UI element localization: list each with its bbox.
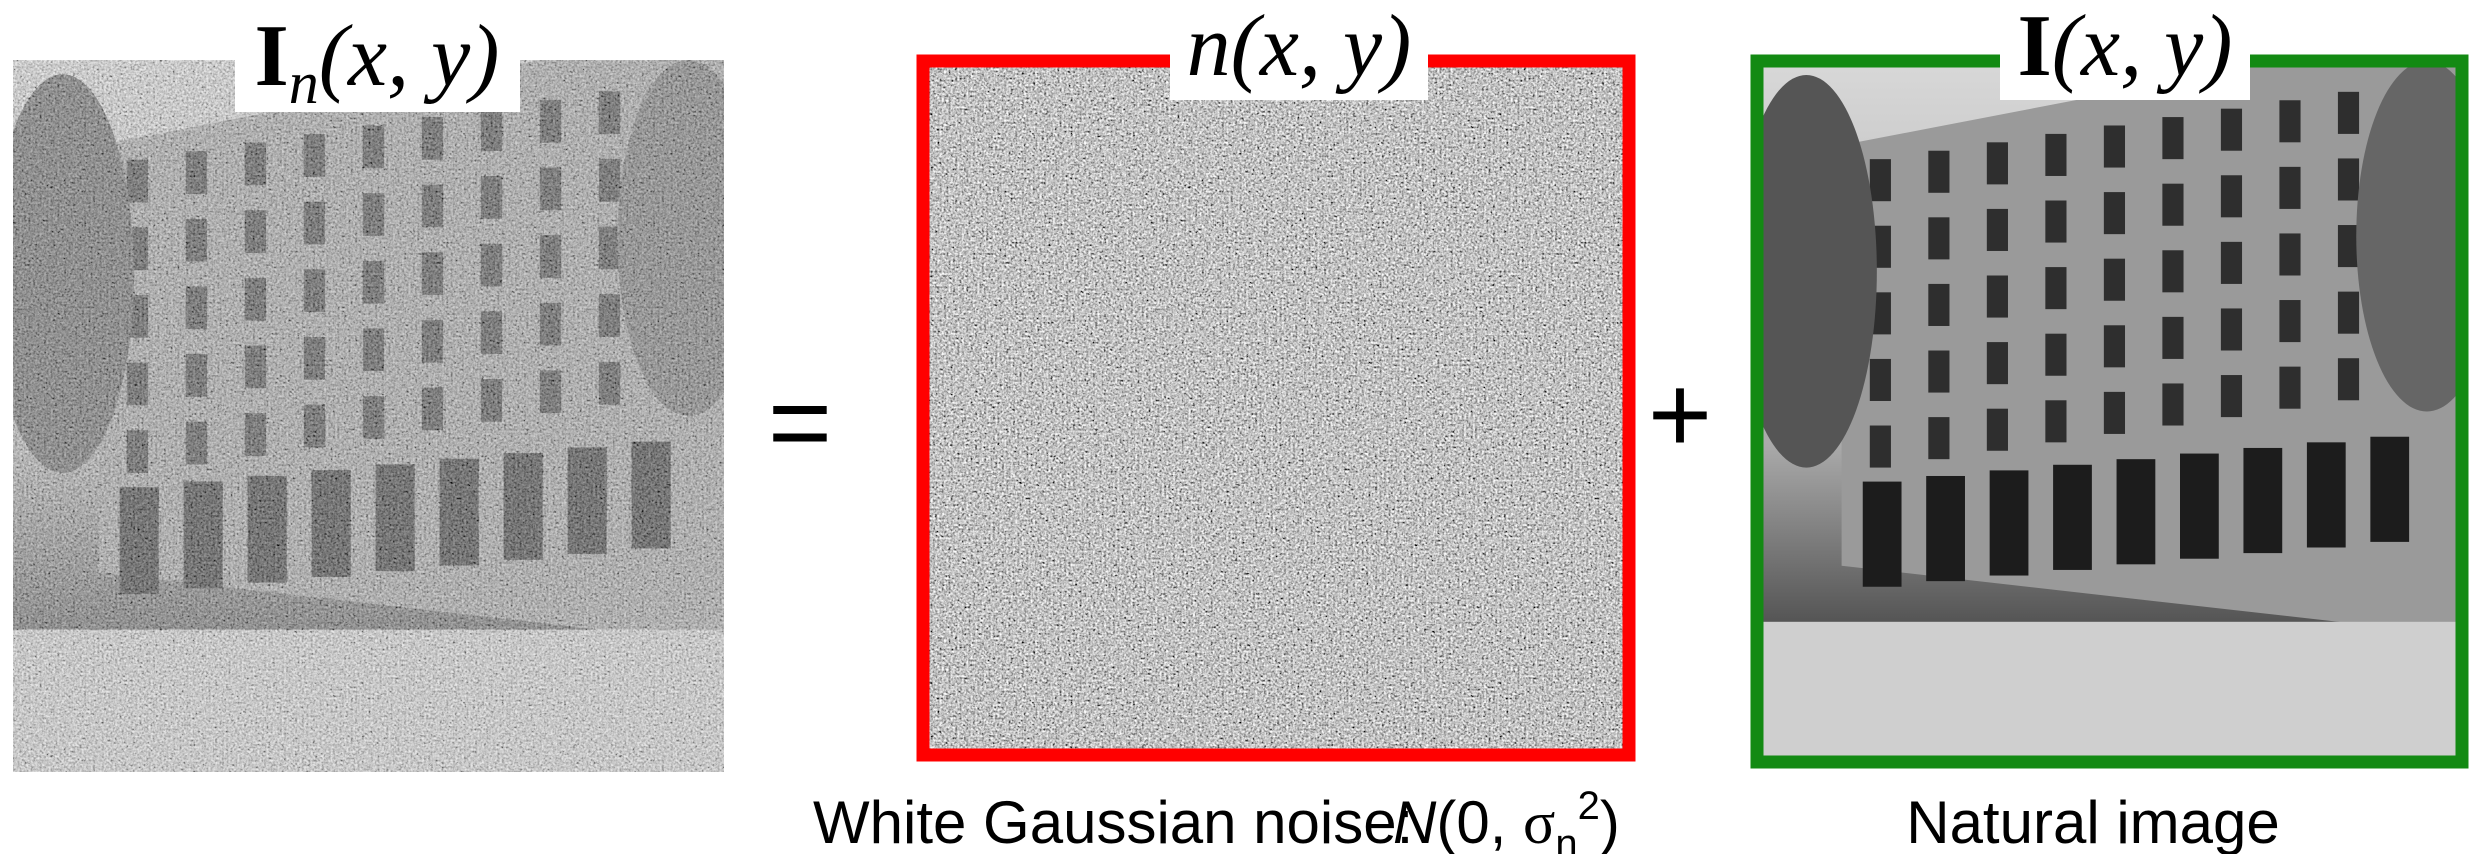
window	[2162, 250, 2184, 293]
window	[2103, 192, 2126, 235]
window	[1928, 350, 1950, 393]
superscript: 2	[1578, 784, 1600, 828]
arcade	[2053, 464, 2092, 570]
symbol: N	[1393, 789, 1437, 854]
window	[1928, 283, 1950, 326]
natural-label: I(x, y)	[2018, 0, 2233, 95]
window	[2103, 391, 2126, 434]
window	[1928, 417, 1950, 460]
text: )	[1600, 789, 1620, 854]
label-background	[1170, 0, 1428, 100]
plus-sign: +	[1648, 353, 1712, 476]
arcade	[2243, 447, 2283, 554]
window	[2337, 91, 2360, 134]
subscript: n	[289, 50, 319, 116]
window	[2279, 233, 2301, 276]
tree	[1757, 75, 1877, 468]
arcade	[2180, 453, 2219, 559]
noise-caption: White Gaussian noise:	[813, 789, 1413, 854]
window	[2103, 125, 2126, 168]
window	[1928, 217, 1950, 260]
symbol: n	[1187, 0, 1231, 95]
label-background	[2000, 0, 2250, 100]
window	[2220, 241, 2243, 284]
arcade	[2306, 442, 2346, 548]
window	[2045, 267, 2067, 310]
window	[2279, 166, 2301, 209]
window	[2162, 316, 2184, 359]
sigma: σ	[1523, 790, 1555, 854]
arcade	[1862, 481, 1902, 587]
arguments: (x, y)	[319, 8, 500, 105]
window	[1986, 208, 2008, 251]
noise-distribution: N(0, σn2)	[1393, 784, 1620, 854]
arcade	[1989, 470, 2029, 576]
window	[2220, 175, 2243, 218]
window	[2045, 400, 2067, 443]
building	[1757, 61, 2462, 762]
text: (0,	[1436, 789, 1523, 854]
window	[2162, 117, 2184, 160]
window	[2045, 200, 2067, 243]
noise-label: n(x, y)	[1187, 0, 1412, 95]
window	[2279, 300, 2301, 343]
window	[1928, 150, 1950, 193]
label-background	[235, 0, 520, 112]
window	[2162, 383, 2184, 426]
symbol: I	[255, 8, 289, 105]
window	[2220, 375, 2243, 418]
equals-sign: =	[768, 361, 832, 484]
window	[2045, 133, 2067, 176]
window	[2103, 325, 2126, 368]
window	[1986, 408, 2008, 451]
window	[2337, 158, 2360, 201]
noise-image	[923, 61, 1629, 755]
arguments: (x, y)	[1231, 0, 1412, 95]
window	[1986, 275, 2008, 318]
window	[1869, 358, 1891, 401]
window	[2220, 308, 2243, 351]
noisy-image-label: In(x, y)	[255, 8, 500, 116]
window	[2162, 183, 2184, 226]
street	[1757, 621, 2462, 762]
window	[2337, 225, 2360, 268]
window	[2045, 333, 2067, 376]
natural-caption: Natural image	[1906, 789, 2280, 854]
window	[1869, 425, 1891, 468]
natural-image	[1757, 61, 2462, 762]
subscript: n	[1555, 822, 1577, 854]
window	[2103, 258, 2126, 301]
arcade	[2370, 436, 2410, 542]
window	[2337, 291, 2360, 334]
noisy-image	[13, 60, 724, 772]
window	[1986, 342, 2008, 385]
arcade	[2116, 459, 2156, 565]
window	[2220, 108, 2243, 151]
window	[2279, 366, 2301, 409]
symbol: I	[2018, 0, 2052, 95]
arguments: (x, y)	[2052, 0, 2233, 95]
tree	[2356, 61, 2462, 412]
noise-overlay	[13, 60, 724, 772]
window	[2279, 100, 2301, 143]
window	[1986, 142, 2008, 185]
window	[1869, 159, 1891, 202]
window	[2337, 358, 2360, 401]
arcade	[1926, 475, 1965, 582]
